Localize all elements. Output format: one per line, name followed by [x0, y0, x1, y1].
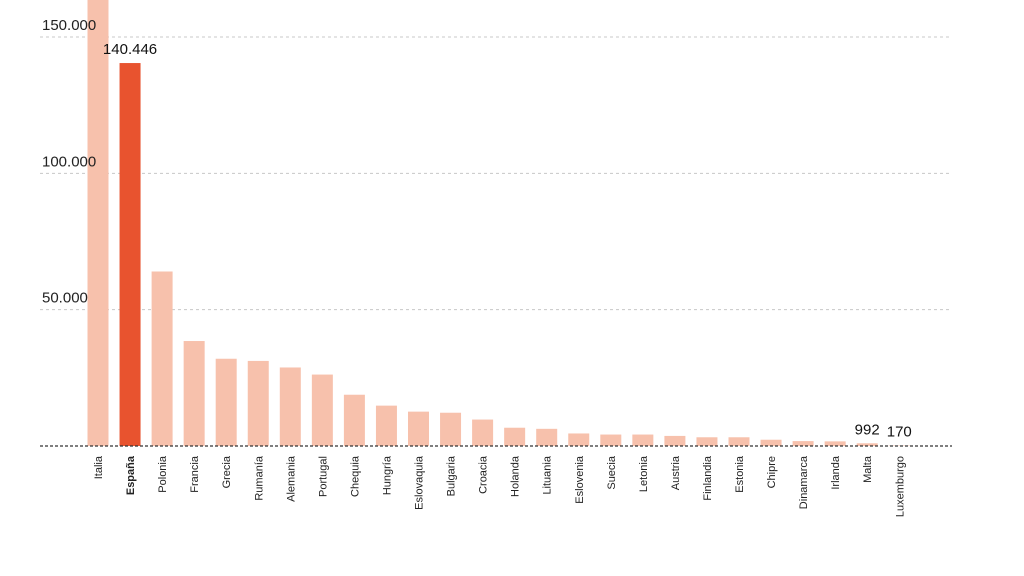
x-tick-label: Alemania	[285, 455, 297, 502]
x-tick-labels: Italia España Polonia Francia Grecia Rumanía A…	[93, 455, 906, 517]
y-tick-labels: 50.000 100.000 150.000	[42, 17, 96, 307]
x-tick-label: Holanda	[510, 455, 522, 497]
x-tick-label: Croacia	[478, 455, 490, 494]
x-tick-label: Chipre	[766, 456, 778, 488]
bars	[87, 0, 910, 447]
x-tick-label: España	[125, 455, 137, 495]
bar-francia	[183, 341, 205, 446]
bar-alemania	[279, 367, 301, 446]
bar-irlanda	[824, 441, 846, 446]
gridlines	[40, 36, 952, 311]
x-tick-label: Suecia	[606, 455, 618, 490]
x-tick-label: Eslovaquia	[414, 455, 426, 510]
bar-chipre	[760, 439, 782, 446]
bar-dinamarca	[792, 441, 814, 446]
x-tick-label: Irlanda	[830, 455, 842, 490]
bar-estonia	[728, 437, 750, 446]
data-label: 140.446	[103, 41, 157, 58]
bar-malta	[856, 443, 878, 446]
bar-eslovaquia	[408, 411, 429, 446]
x-tick-label: Hungría	[381, 455, 393, 495]
bar-polonia	[151, 271, 173, 446]
bar-croacia	[472, 419, 494, 446]
x-tick-label: Chequia	[349, 455, 361, 497]
bar-grecia	[215, 358, 237, 446]
y-tick-label: 50.000	[42, 290, 88, 307]
x-tick-label: Austria	[670, 455, 682, 490]
x-tick-label: Polonia	[157, 455, 169, 493]
x-tick-label: Portugal	[317, 456, 329, 497]
bar-rumanía	[247, 360, 269, 446]
bar-letonia	[632, 434, 654, 446]
x-tick-label: Malta	[862, 455, 874, 483]
data-labels: 140.446 992 170	[103, 41, 912, 440]
bar-bulgaria	[440, 412, 462, 446]
bar-italia	[87, 0, 109, 446]
x-tick-label: Finlandia	[702, 455, 714, 501]
bar-hungría	[375, 405, 397, 446]
bar-portugal	[311, 374, 333, 446]
x-tick-label: Francia	[189, 455, 201, 493]
data-label: 170	[887, 424, 912, 441]
y-tick-label: 150.000	[42, 17, 96, 34]
bar-eslovenia	[568, 433, 590, 446]
data-label: 992	[855, 421, 880, 438]
x-tick-label: Rumanía	[253, 455, 265, 501]
x-tick-label: Eslovenia	[574, 455, 586, 504]
y-tick-label: 100.000	[42, 153, 96, 170]
x-tick-label: Bulgaria	[446, 455, 458, 496]
bar-suecia	[600, 434, 622, 446]
bar-chequia	[343, 394, 365, 446]
bar-lituania	[536, 428, 558, 446]
x-tick-label: Luxemburgo	[894, 456, 906, 517]
x-tick-label: Italia	[93, 455, 105, 479]
bar-holanda	[504, 427, 526, 446]
x-tick-label: Lituania	[542, 455, 554, 494]
bar-finlandia	[696, 437, 718, 446]
x-tick-label: Letonia	[638, 455, 650, 492]
bar-españa	[119, 63, 141, 447]
x-tick-label: Grecia	[221, 455, 233, 488]
x-tick-label: Dinamarca	[798, 455, 810, 509]
bar-austria	[664, 435, 686, 446]
x-tick-label: Estonia	[734, 455, 746, 493]
